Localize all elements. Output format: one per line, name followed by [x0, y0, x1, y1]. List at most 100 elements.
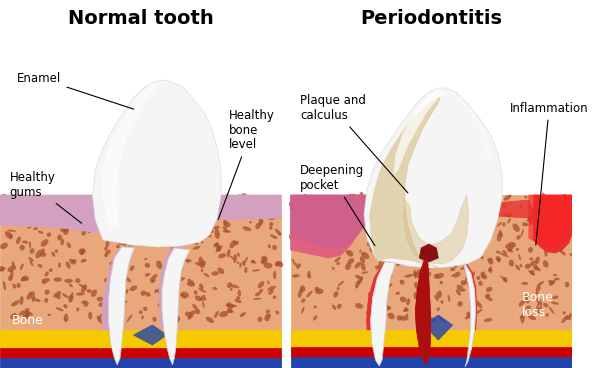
Polygon shape: [0, 358, 281, 368]
Ellipse shape: [440, 227, 443, 236]
Ellipse shape: [416, 269, 422, 274]
Ellipse shape: [348, 194, 356, 197]
Ellipse shape: [161, 197, 167, 204]
Ellipse shape: [176, 265, 183, 270]
Ellipse shape: [404, 307, 408, 312]
Ellipse shape: [502, 222, 505, 227]
Ellipse shape: [535, 256, 540, 264]
Ellipse shape: [486, 210, 491, 214]
Ellipse shape: [487, 213, 490, 217]
Ellipse shape: [503, 212, 512, 217]
Ellipse shape: [464, 229, 470, 232]
Ellipse shape: [58, 262, 61, 268]
Ellipse shape: [199, 283, 203, 290]
Ellipse shape: [57, 234, 62, 241]
Ellipse shape: [237, 252, 240, 257]
Ellipse shape: [240, 199, 244, 202]
Ellipse shape: [542, 192, 546, 198]
Ellipse shape: [290, 203, 296, 210]
Ellipse shape: [300, 285, 305, 292]
Polygon shape: [445, 90, 491, 165]
Polygon shape: [162, 248, 190, 365]
Ellipse shape: [78, 283, 86, 289]
Ellipse shape: [145, 263, 150, 268]
Ellipse shape: [38, 264, 43, 268]
Ellipse shape: [536, 285, 541, 292]
Text: Bone: Bone: [11, 314, 43, 326]
Ellipse shape: [139, 310, 143, 314]
Ellipse shape: [149, 204, 155, 209]
Ellipse shape: [83, 222, 88, 226]
Ellipse shape: [543, 303, 548, 307]
Ellipse shape: [252, 269, 260, 272]
Ellipse shape: [20, 201, 28, 204]
Ellipse shape: [473, 317, 477, 322]
Ellipse shape: [110, 261, 115, 266]
Ellipse shape: [237, 261, 239, 264]
Ellipse shape: [269, 222, 273, 227]
Ellipse shape: [524, 196, 527, 198]
Ellipse shape: [461, 245, 464, 252]
Ellipse shape: [304, 195, 308, 201]
Ellipse shape: [152, 216, 158, 222]
Ellipse shape: [542, 227, 548, 233]
Ellipse shape: [90, 222, 95, 227]
Ellipse shape: [481, 256, 483, 259]
Ellipse shape: [332, 267, 335, 270]
Ellipse shape: [11, 300, 20, 306]
Ellipse shape: [383, 290, 388, 294]
Ellipse shape: [461, 248, 466, 252]
Ellipse shape: [275, 261, 282, 266]
Ellipse shape: [451, 250, 458, 258]
Ellipse shape: [500, 276, 508, 282]
Ellipse shape: [35, 250, 43, 258]
Ellipse shape: [478, 222, 486, 227]
Ellipse shape: [540, 208, 544, 216]
Ellipse shape: [428, 317, 436, 321]
Ellipse shape: [158, 303, 162, 308]
Ellipse shape: [518, 254, 521, 261]
Ellipse shape: [75, 278, 80, 283]
Ellipse shape: [242, 261, 245, 266]
Ellipse shape: [98, 314, 102, 320]
Ellipse shape: [264, 262, 272, 269]
Ellipse shape: [347, 258, 355, 264]
Ellipse shape: [314, 287, 319, 292]
Ellipse shape: [44, 298, 48, 303]
Ellipse shape: [201, 269, 203, 272]
Ellipse shape: [226, 302, 232, 306]
Ellipse shape: [466, 311, 472, 318]
Ellipse shape: [5, 231, 13, 239]
Polygon shape: [464, 263, 476, 367]
Ellipse shape: [259, 289, 263, 293]
Ellipse shape: [67, 242, 71, 248]
Text: Bone
loss: Bone loss: [522, 291, 554, 319]
Ellipse shape: [395, 292, 400, 295]
Ellipse shape: [209, 228, 214, 233]
Ellipse shape: [325, 246, 331, 253]
Polygon shape: [290, 330, 572, 347]
Ellipse shape: [168, 203, 176, 209]
Ellipse shape: [375, 204, 380, 209]
Ellipse shape: [40, 252, 46, 257]
Ellipse shape: [113, 302, 118, 309]
Ellipse shape: [525, 305, 531, 311]
Ellipse shape: [525, 263, 530, 269]
Ellipse shape: [139, 199, 145, 203]
Ellipse shape: [521, 229, 524, 236]
Ellipse shape: [47, 314, 52, 316]
Ellipse shape: [128, 206, 131, 209]
Ellipse shape: [44, 290, 50, 295]
Ellipse shape: [414, 282, 419, 289]
Ellipse shape: [367, 310, 371, 314]
Ellipse shape: [163, 232, 169, 239]
Ellipse shape: [7, 230, 16, 232]
Ellipse shape: [64, 318, 67, 322]
Ellipse shape: [400, 280, 404, 285]
Ellipse shape: [421, 314, 426, 321]
Ellipse shape: [30, 291, 35, 299]
Ellipse shape: [197, 217, 203, 223]
Polygon shape: [290, 195, 371, 258]
Ellipse shape: [334, 197, 341, 206]
Ellipse shape: [381, 274, 386, 278]
